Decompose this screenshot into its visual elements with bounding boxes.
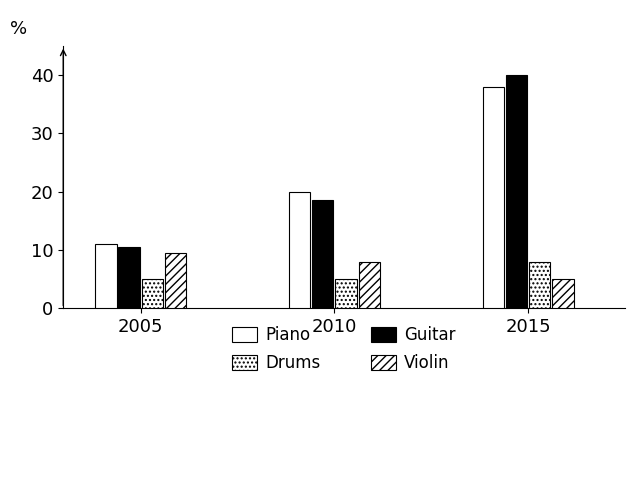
Bar	[95, 244, 116, 308]
Bar	[506, 75, 527, 308]
Bar	[529, 262, 550, 308]
Bar	[483, 87, 504, 308]
Bar	[552, 279, 573, 308]
Bar	[141, 279, 163, 308]
Bar	[358, 262, 380, 308]
Bar	[118, 247, 140, 308]
Bar	[289, 192, 310, 308]
Bar	[165, 253, 186, 308]
Legend: Piano, Drums, Guitar, Violin: Piano, Drums, Guitar, Violin	[226, 319, 463, 379]
Bar	[335, 279, 356, 308]
Y-axis label: %: %	[10, 20, 27, 38]
Bar	[312, 200, 333, 308]
